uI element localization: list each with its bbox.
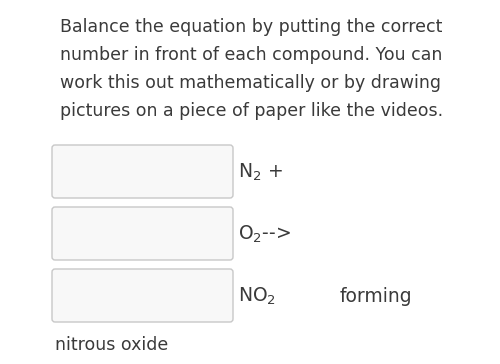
Text: NO$_2$: NO$_2$ — [238, 285, 276, 306]
Text: nitrous oxide: nitrous oxide — [55, 336, 168, 354]
Text: forming: forming — [340, 286, 412, 305]
Text: Balance the equation by putting the correct: Balance the equation by putting the corr… — [60, 18, 442, 36]
FancyBboxPatch shape — [52, 269, 233, 322]
Text: pictures on a piece of paper like the videos.: pictures on a piece of paper like the vi… — [60, 102, 443, 120]
Text: O$_2$-->: O$_2$--> — [238, 223, 291, 245]
Text: work this out mathematically or by drawing: work this out mathematically or by drawi… — [60, 74, 441, 92]
Text: number in front of each compound. You can: number in front of each compound. You ca… — [60, 46, 442, 64]
FancyBboxPatch shape — [52, 145, 233, 198]
Text: N$_2$ +: N$_2$ + — [238, 161, 283, 183]
FancyBboxPatch shape — [52, 207, 233, 260]
